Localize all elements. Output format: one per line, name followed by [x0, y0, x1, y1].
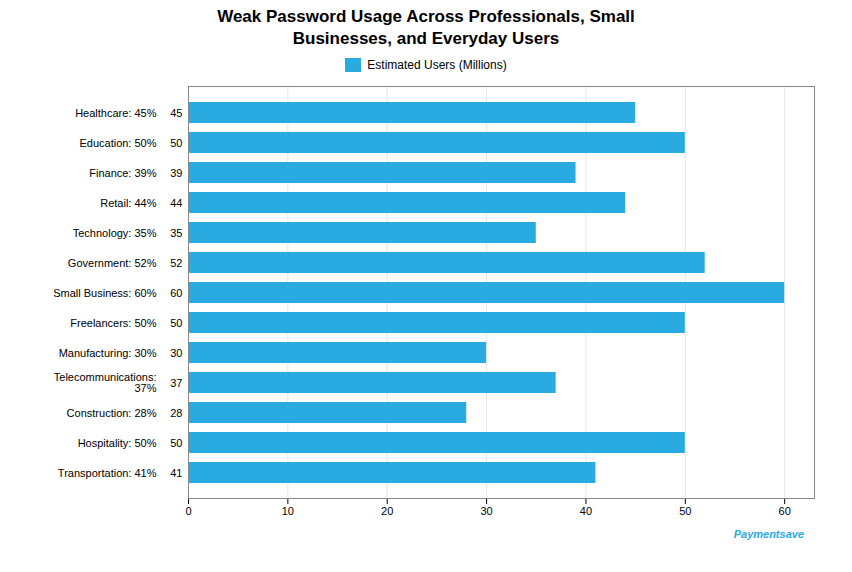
svg-text:35: 35	[170, 227, 182, 239]
svg-text:20: 20	[381, 505, 393, 517]
svg-text:Government: 52%: Government: 52%	[68, 257, 157, 269]
html-text:Weak Password Usage Across Pro: Weak Password Usage Across Professionals…	[217, 7, 635, 49]
svg-text:30: 30	[170, 347, 182, 359]
svg-text:50: 50	[170, 317, 182, 329]
svg-text:28: 28	[170, 407, 182, 419]
svg-text:37: 37	[170, 377, 182, 389]
svg-text:Transportation: 41%: Transportation: 41%	[58, 467, 157, 479]
svg-text:50: 50	[170, 137, 182, 149]
svg-text:60: 60	[779, 505, 791, 517]
svg-text:41: 41	[170, 467, 182, 479]
svg-text:Education: 50%: Education: 50%	[79, 137, 156, 149]
svg-text:10: 10	[282, 505, 294, 517]
svg-text:Small Business: 60%: Small Business: 60%	[53, 287, 157, 299]
svg-text:40: 40	[580, 505, 592, 517]
svg-text:0: 0	[185, 505, 191, 517]
svg-text:Construction: 28%: Construction: 28%	[67, 407, 157, 419]
svg-text:Telecommunications:37%: Telecommunications:37%	[54, 371, 157, 394]
svg-text:30: 30	[480, 505, 492, 517]
svg-text:Technology: 35%: Technology: 35%	[73, 227, 157, 239]
svg-text:52: 52	[170, 257, 182, 269]
svg-text:50: 50	[679, 505, 691, 517]
svg-text:39: 39	[170, 167, 182, 179]
svg-text:50: 50	[170, 437, 182, 449]
svg-text:Retail: 44%: Retail: 44%	[100, 197, 156, 209]
svg-text:Freelancers: 50%: Freelancers: 50%	[70, 317, 156, 329]
html-text:Estimated Users (Millions): Estimated Users (Millions)	[367, 58, 507, 73]
html-text:Paymentsave: Paymentsave	[733, 528, 804, 541]
svg-text:45: 45	[170, 107, 182, 119]
svg-text:Finance: 39%: Finance: 39%	[89, 167, 156, 179]
svg-text:60: 60	[170, 287, 182, 299]
svg-text:44: 44	[170, 197, 182, 209]
svg-text:Hospitality: 50%: Hospitality: 50%	[78, 437, 157, 449]
svg-text:Healthcare: 45%: Healthcare: 45%	[75, 107, 157, 119]
svg-text:Manufacturing: 30%: Manufacturing: 30%	[59, 347, 157, 359]
